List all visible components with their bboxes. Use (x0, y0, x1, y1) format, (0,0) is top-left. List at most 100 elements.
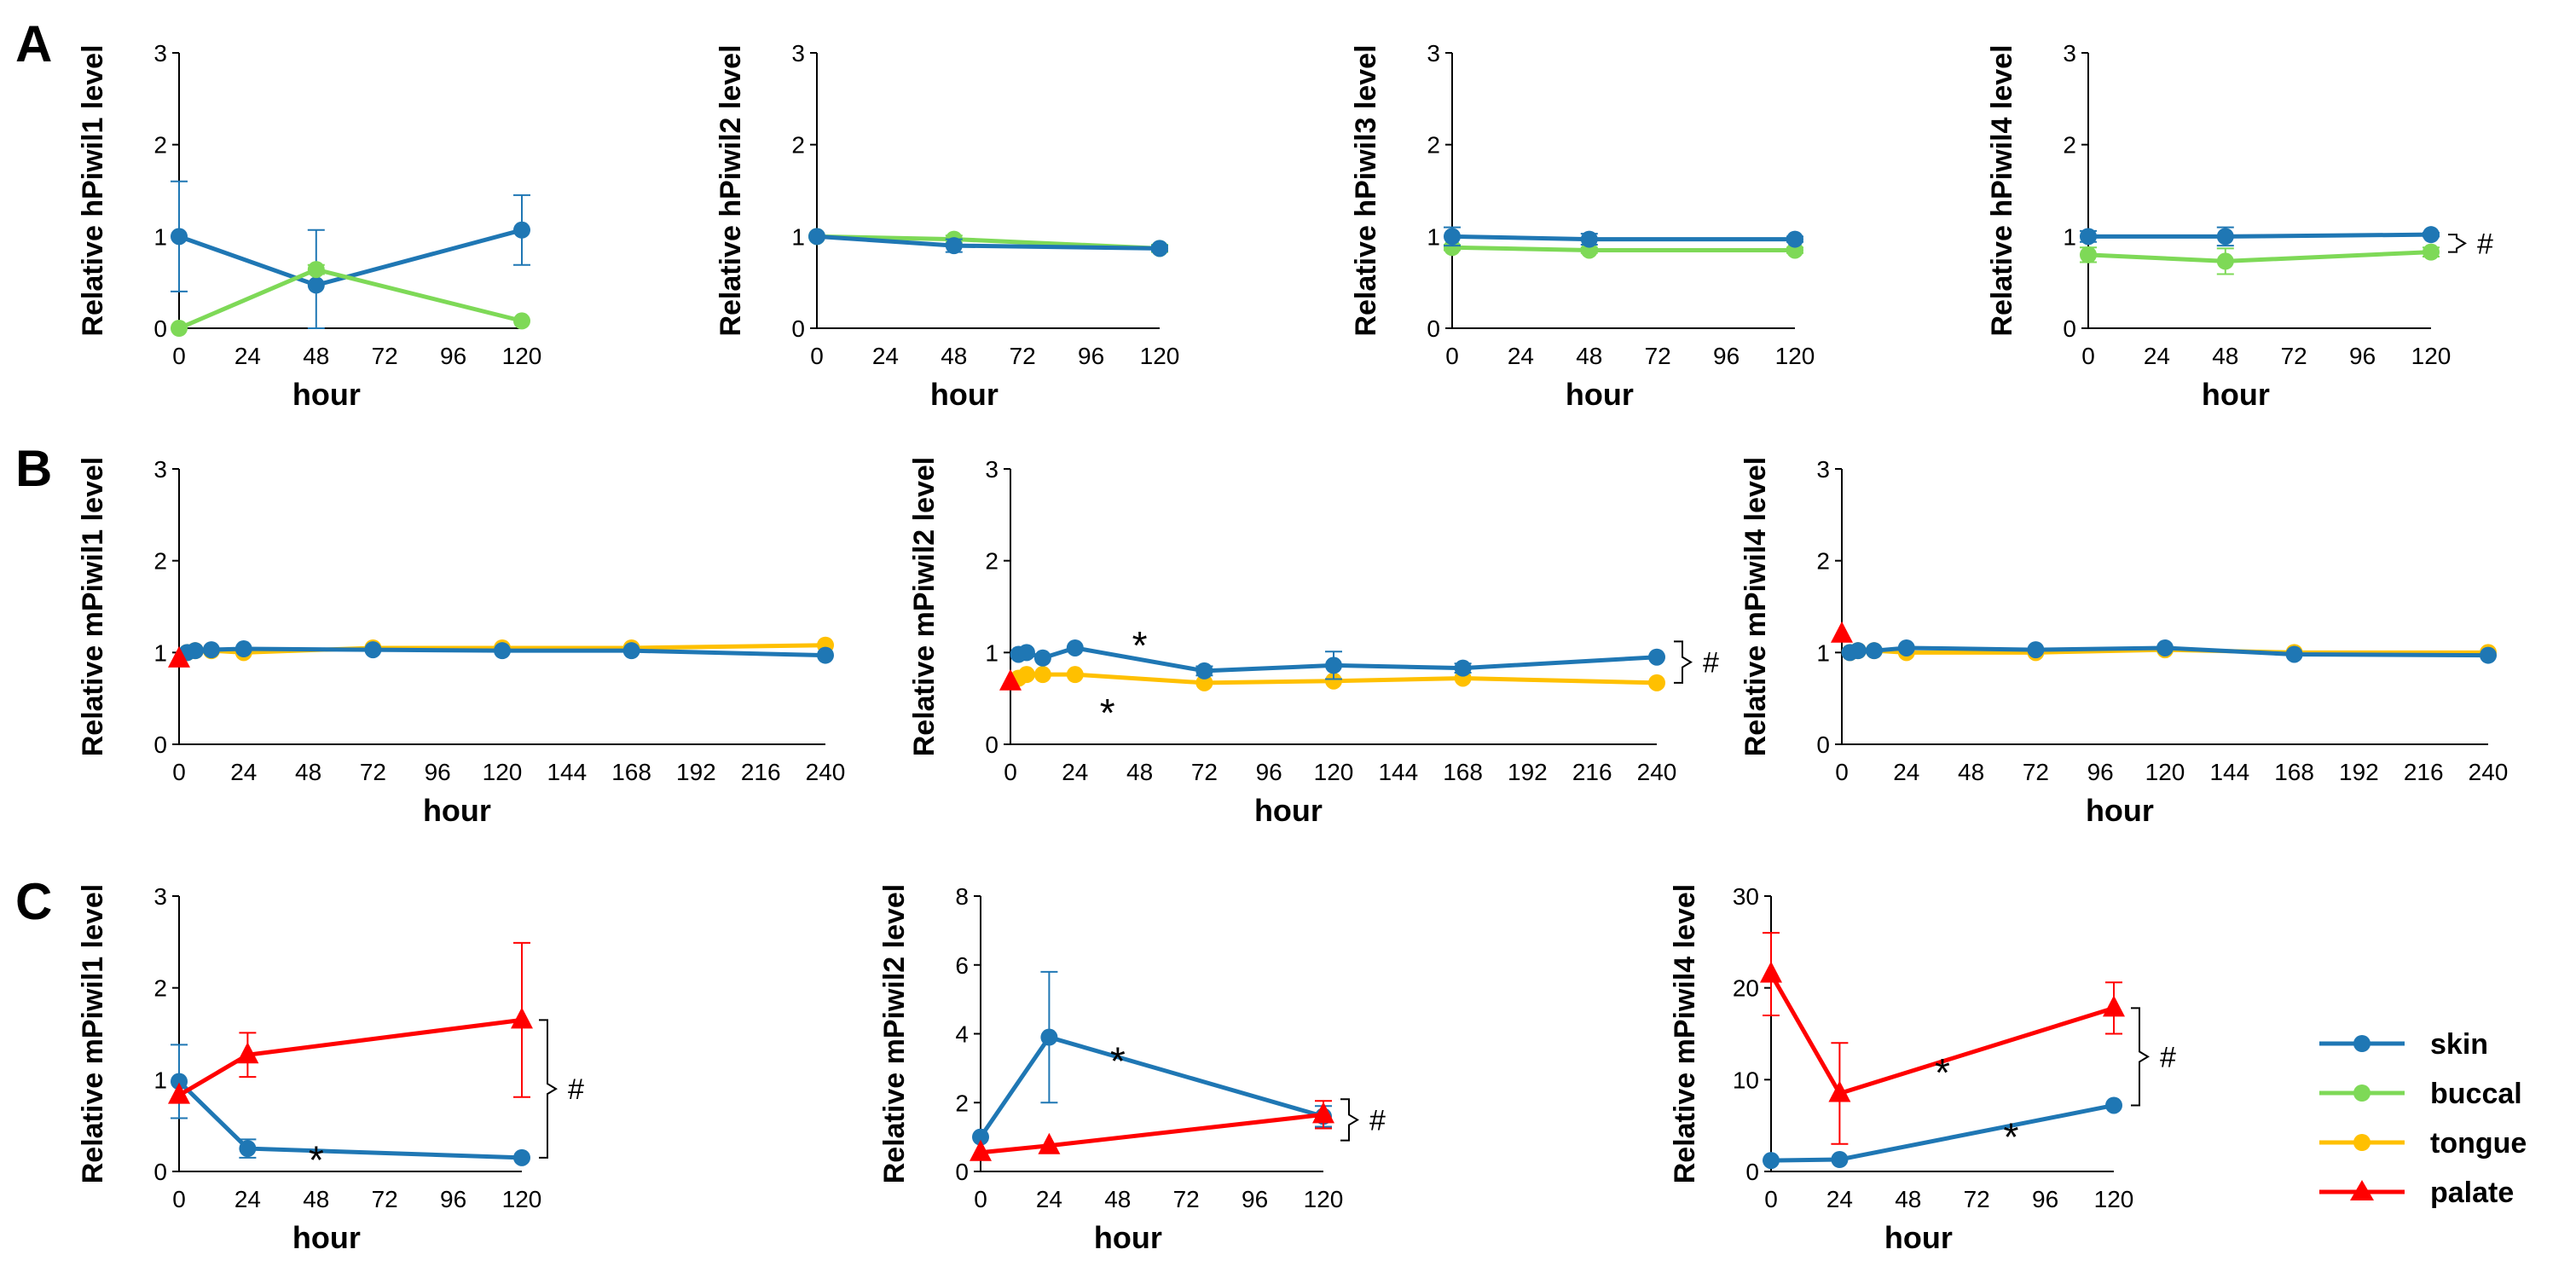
y-tick-label: 0 (1816, 732, 1830, 758)
significance-bracket (2448, 234, 2467, 253)
y-axis-label: Relative mPiwil2 level (908, 457, 941, 757)
x-tick-label: 24 (1893, 759, 1919, 785)
x-tick-label: 24 (872, 343, 899, 369)
y-tick-label: 3 (1427, 40, 1440, 67)
x-tick-label: 240 (806, 759, 846, 785)
data-point (970, 1139, 992, 1161)
y-tick-label: 0 (153, 315, 167, 342)
x-tick-label: 48 (2212, 343, 2238, 369)
data-point (234, 640, 252, 658)
x-tick-label: 72 (1645, 343, 1671, 369)
legend-label-palate: palate (2430, 1177, 2514, 1209)
x-tick-label: 48 (1104, 1186, 1131, 1212)
x-tick-label: 72 (1173, 1186, 1200, 1212)
data-point (364, 641, 382, 659)
x-tick-label: 96 (1256, 759, 1282, 785)
data-point (1580, 230, 1598, 248)
x-tick-label: 96 (2087, 759, 2114, 785)
legend-marker-skin (2353, 1035, 2370, 1052)
y-tick-label: 0 (955, 1159, 969, 1185)
x-tick-label: 96 (1242, 1186, 1268, 1212)
y-tick-label: 6 (955, 952, 969, 979)
y-tick-label: 3 (985, 456, 999, 483)
x-tick-label: 192 (1508, 759, 1548, 785)
series-palate (168, 645, 190, 668)
data-point (236, 1042, 259, 1064)
panel-label-a: A (15, 15, 52, 72)
y-tick-label: 0 (791, 315, 805, 342)
y-tick-label: 1 (153, 223, 167, 250)
series-skin (178, 640, 834, 664)
series-palate (168, 941, 533, 1104)
data-point (171, 320, 188, 337)
significance-bracket (1674, 640, 1693, 684)
x-tick-label: 120 (483, 759, 523, 785)
chart-a4: 0 1 2 3 0 24 48 72 96 120 hour Relative hPiwil4 lev… (1986, 40, 2493, 412)
y-tick-label: 1 (153, 639, 167, 666)
series-line-skin (1451, 234, 1795, 242)
data-point (1195, 662, 1213, 680)
data-point (1831, 621, 1853, 643)
data-point (1444, 228, 1461, 246)
x-axis-label: hour (2086, 793, 2154, 828)
x-tick-label: 48 (303, 343, 329, 369)
data-point (945, 237, 963, 255)
data-point (1033, 666, 1051, 684)
x-tick-label: 168 (2274, 759, 2314, 785)
y-tick-label: 2 (1816, 548, 1830, 575)
data-point (1066, 639, 1084, 656)
x-tick-label: 96 (425, 759, 451, 785)
data-point (1648, 648, 1665, 666)
data-point (1828, 1080, 1851, 1102)
data-point (1151, 240, 1168, 257)
x-tick-label: 72 (1191, 759, 1218, 785)
data-point (1849, 642, 1867, 660)
significance-star: * (1110, 1039, 1126, 1084)
y-tick-label: 0 (1427, 315, 1440, 342)
x-tick-label: 120 (2411, 343, 2452, 369)
series-line-skin (2088, 232, 2432, 239)
series-line-skin (177, 1079, 523, 1160)
y-tick-label: 1 (791, 223, 805, 250)
legend-item-tongue: tongue (2319, 1127, 2527, 1160)
x-tick-label: 240 (1637, 759, 1677, 785)
legend-label-tongue: tongue (2430, 1127, 2527, 1160)
y-tick-label: 3 (153, 883, 167, 910)
series-palate (970, 1100, 1334, 1161)
y-tick-label: 8 (955, 883, 969, 910)
x-tick-label: 96 (1078, 343, 1104, 369)
data-point (2423, 226, 2440, 244)
significance-star: * (1132, 623, 1148, 668)
x-tick-label: 72 (2023, 759, 2049, 785)
y-tick-label: 1 (1427, 223, 1440, 250)
x-axis-label: hour (1884, 1220, 1953, 1255)
y-tick-label: 2 (2063, 132, 2076, 159)
data-point (1033, 649, 1051, 667)
y-tick-label: 1 (153, 1067, 167, 1093)
y-tick-label: 20 (1733, 975, 1759, 1002)
x-tick-label: 72 (2281, 343, 2307, 369)
x-tick-label: 72 (372, 1186, 398, 1212)
data-point (171, 228, 188, 246)
x-tick-label: 24 (234, 1186, 261, 1212)
series-buccal (171, 261, 530, 337)
legend-item-palate: palate (2319, 1177, 2514, 1209)
data-point (513, 312, 530, 330)
x-tick-label: 24 (2144, 343, 2170, 369)
data-point (622, 642, 640, 660)
data-point (239, 1140, 257, 1158)
x-axis-label: hour (292, 377, 361, 412)
chart-b1: 0 1 2 3 0 24 48 72 96 120 144 168 192 216 240 hour Relat… (77, 456, 845, 828)
x-tick-label: 72 (360, 759, 386, 785)
x-tick-label: 216 (1572, 759, 1612, 785)
y-tick-label: 1 (985, 639, 999, 666)
y-tick-label: 3 (1816, 456, 1830, 483)
x-tick-label: 120 (502, 1186, 542, 1212)
series-skin (1763, 1096, 2122, 1170)
significance-hash: # (1703, 647, 1719, 680)
significance-hash: # (1369, 1104, 1386, 1137)
x-tick-label: 24 (1062, 759, 1088, 785)
x-tick-label: 72 (372, 343, 398, 369)
data-point (511, 1007, 533, 1029)
